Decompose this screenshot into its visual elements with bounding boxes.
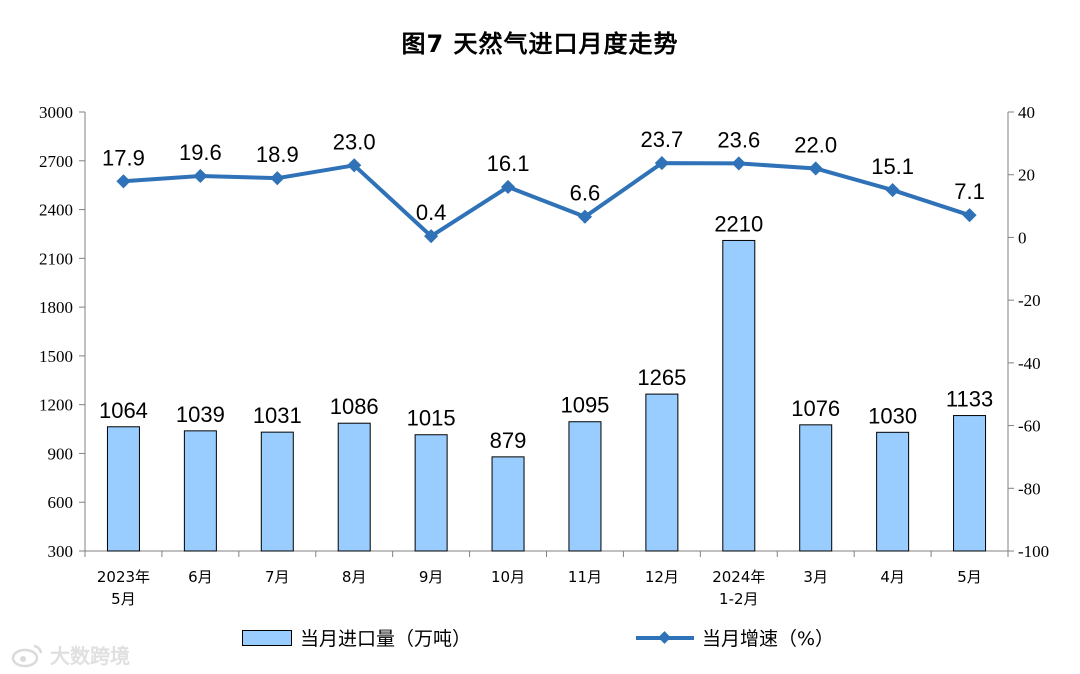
x-category-label: 7月 (265, 568, 290, 586)
y-right-tick-label: 40 (1018, 103, 1035, 122)
x-category-label: 3月 (803, 568, 828, 586)
bar (568, 421, 602, 552)
line-point (500, 179, 516, 195)
x-category-label: 11月 (568, 568, 602, 586)
legend-label-volume: 当月进口量（万吨） (300, 628, 472, 650)
line-point (885, 183, 900, 198)
bar (106, 426, 140, 552)
y-left-tick-label: 1800 (39, 298, 73, 317)
bar (183, 430, 217, 552)
bar (799, 424, 833, 552)
y-right-tick-label: -60 (1018, 417, 1041, 436)
bar (260, 431, 294, 552)
legend-line-swatch (636, 630, 694, 646)
line-point (577, 209, 593, 224)
line-data-label: 6.6 (570, 181, 601, 206)
y-left-tick-label: 300 (48, 542, 74, 561)
line-point (654, 156, 669, 171)
bar (337, 422, 371, 552)
line-data-label: 17.9 (102, 145, 145, 170)
line-data-label: 23.7 (640, 127, 683, 152)
y-right-tick-label: 20 (1018, 166, 1035, 185)
line-point (270, 171, 285, 186)
x-category-label: 8月 (342, 568, 367, 586)
y-right-tick-label: 0 (1018, 228, 1027, 247)
y-right-tick-label: -20 (1018, 291, 1041, 310)
y-right-tick-label: -40 (1018, 354, 1041, 373)
bar-data-label: 1030 (868, 403, 917, 428)
x-category-label: 5月 (111, 590, 136, 608)
x-category-label: 6月 (188, 568, 213, 586)
bar-data-label: 879 (490, 428, 527, 453)
chart-title: 图7 天然气进口月度走势 (401, 30, 679, 58)
bar (953, 415, 987, 552)
legend-label-growth: 当月增速（%） (702, 628, 835, 650)
bar-data-label: 1133 (946, 387, 993, 412)
x-category-label: 10月 (491, 568, 525, 586)
x-category-label: 2023年 (97, 568, 150, 586)
line-data-label: 7.1 (954, 179, 985, 204)
y-right-tick-label: -100 (1018, 542, 1049, 561)
bar (414, 434, 448, 552)
bar (491, 456, 525, 552)
bar (722, 239, 756, 552)
weibo-logo-icon (11, 644, 43, 667)
line-point (347, 158, 362, 173)
line-point (808, 161, 823, 176)
y-left-tick-label: 2400 (39, 201, 73, 220)
legend-item-volume: 当月进口量（万吨） (242, 624, 471, 651)
x-category-label: 2024年 (712, 568, 765, 586)
bar (876, 431, 910, 552)
line-point (731, 156, 746, 171)
legend-item-growth: 当月增速（%） (636, 624, 834, 651)
bar-data-label: 2210 (714, 211, 763, 236)
line-point (193, 168, 208, 184)
bar-data-label: 1095 (560, 393, 609, 418)
bar-data-label: 1086 (330, 394, 379, 419)
line-data-label: 23.6 (717, 127, 760, 152)
legend-bar-swatch (242, 629, 292, 646)
y-left-tick-label: 900 (48, 444, 74, 463)
y-left-tick-label: 2700 (39, 152, 73, 171)
y-left-tick-label: 3000 (39, 103, 73, 122)
watermark-text: 大数跨境 (50, 644, 130, 668)
x-category-label: 12月 (645, 568, 679, 586)
x-category-label: 5月 (957, 568, 982, 586)
growth-line (123, 161, 971, 239)
line-data-label: 23.0 (333, 129, 376, 154)
line-point (962, 208, 977, 223)
y-left-tick-label: 1500 (39, 347, 73, 366)
line-data-label: 0.4 (416, 200, 447, 225)
line-data-label: 15.1 (871, 154, 914, 179)
line-data-label: 18.9 (256, 142, 299, 167)
y-left-tick-label: 1200 (39, 396, 73, 415)
bar-data-label: 1015 (407, 406, 456, 431)
bar-data-label: 1076 (791, 396, 840, 421)
x-category-label: 1-2月 (719, 590, 759, 608)
line-data-label: 16.1 (487, 151, 530, 176)
bar-data-label: 1064 (99, 398, 148, 423)
bar-data-label: 1031 (253, 403, 302, 428)
y-left-tick-label: 600 (48, 493, 74, 512)
x-category-label: 9月 (419, 568, 444, 586)
y-left-tick-label: 2100 (39, 249, 73, 268)
watermark: 大数跨境 (10, 640, 130, 669)
x-category-label: 4月 (880, 568, 905, 586)
line-data-label: 19.6 (179, 140, 222, 165)
legend: 当月进口量（万吨） 当月增速（%） (0, 624, 1080, 654)
bar (645, 393, 679, 552)
bar-data-label: 1039 (176, 402, 225, 427)
y-right-tick-label: -80 (1018, 479, 1041, 498)
line-point (424, 229, 439, 244)
bar-data-label: 1265 (637, 365, 686, 390)
line-point (116, 174, 131, 189)
line-data-label: 22.0 (794, 132, 837, 157)
combo-chart: 300 600 900 1200 1500 1800 2100 2400 2700 3000 -10… (39, 103, 1049, 608)
